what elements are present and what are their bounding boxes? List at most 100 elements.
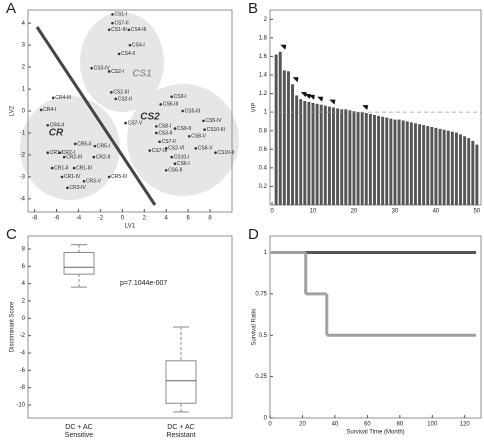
- point: [128, 43, 132, 47]
- bar: [327, 106, 331, 205]
- point-label: CR1-III: [76, 165, 92, 171]
- bar: [368, 114, 372, 205]
- point-label: CS6-I: [177, 161, 190, 167]
- y-tick-label: -10: [16, 403, 25, 409]
- point-label: CR2-I: [62, 150, 75, 156]
- bar: [393, 119, 397, 205]
- point-label: CS2-III: [113, 90, 129, 96]
- x-tick-label: -4: [76, 216, 82, 222]
- point: [170, 155, 173, 159]
- y-tick-label: 4: [22, 21, 26, 27]
- x-tick-label: 20: [299, 422, 306, 428]
- bar: [307, 101, 311, 205]
- bar: [459, 134, 462, 205]
- y-tick-label: 1: [264, 110, 268, 116]
- bar: [373, 114, 376, 205]
- point-label: CS8-V: [191, 134, 206, 140]
- point: [107, 70, 111, 73]
- x-tick-label: 50: [474, 209, 481, 215]
- y-tick-label: 1.6: [259, 54, 268, 60]
- x-tick-label: 0: [121, 216, 125, 222]
- point-label: CR1-II: [54, 165, 68, 171]
- point-label: CS2-VI: [168, 146, 184, 152]
- x-tick-label: 10: [310, 209, 317, 215]
- box: [63, 251, 95, 275]
- marker: [292, 77, 299, 83]
- point-label: CR5-I: [97, 143, 110, 149]
- cluster-ellipse: [20, 96, 120, 200]
- bar: [295, 95, 299, 205]
- point: [127, 28, 131, 32]
- x-tick-label: 60: [364, 422, 371, 428]
- point: [58, 151, 62, 155]
- point: [159, 103, 163, 106]
- point-label: CR3-IV: [69, 185, 86, 191]
- bar: [438, 128, 442, 205]
- bar: [336, 108, 340, 205]
- point: [111, 21, 114, 25]
- cluster-ellipse: [80, 12, 164, 112]
- marker: [317, 96, 324, 102]
- point-label: CR4-II: [50, 123, 64, 129]
- bar: [426, 126, 430, 205]
- x-tick-label: -2: [98, 216, 104, 222]
- bar: [430, 127, 434, 205]
- point-label: CR4-III: [55, 95, 71, 101]
- point: [202, 119, 205, 123]
- x-tick-label: 30: [392, 209, 399, 215]
- y-tick-label: -2: [20, 152, 26, 158]
- point: [51, 96, 55, 100]
- bar: [340, 109, 344, 205]
- point: [155, 125, 158, 128]
- y-tick-label: -2: [20, 333, 26, 339]
- point: [73, 142, 77, 146]
- bar: [291, 84, 295, 205]
- point: [111, 13, 114, 16]
- point-label: CS3-II: [158, 130, 172, 136]
- y-tick-label: 1.4: [259, 73, 268, 79]
- point: [164, 147, 168, 150]
- cluster-label: CS2: [140, 112, 160, 123]
- bar: [360, 112, 364, 205]
- y-tick-label: 1: [22, 87, 26, 93]
- cluster-label: CR: [49, 128, 64, 139]
- x-tick-label: 20: [351, 209, 358, 215]
- point-label: CR5-III: [111, 174, 127, 180]
- x-tick-label: 4: [165, 216, 169, 222]
- x-category-label: DC + AC Resistant: [166, 424, 196, 439]
- point-label: CS7-V: [128, 120, 143, 126]
- bar: [352, 111, 356, 205]
- y-axis-label: Survival Ratio: [252, 308, 258, 346]
- bar: [397, 119, 401, 205]
- x-tick-label: 120: [460, 422, 471, 428]
- point: [214, 151, 217, 155]
- point-label: CS4-II: [121, 51, 135, 57]
- panel-label: D: [248, 226, 259, 243]
- bar: [413, 123, 417, 205]
- y-tick-label: 0.6: [259, 147, 268, 153]
- point-label: CR1-I: [50, 150, 63, 156]
- bar: [299, 99, 303, 205]
- x-tick-label: 40: [332, 422, 339, 428]
- point: [46, 123, 50, 127]
- annotation: p=7.1044e-007: [120, 280, 167, 287]
- y-tick-label: 8: [22, 247, 26, 253]
- bar: [311, 102, 315, 205]
- y-tick-label: 3: [22, 43, 26, 49]
- point-label: CR2-III: [66, 154, 82, 160]
- bar: [463, 136, 467, 205]
- cluster-shapes: [20, 12, 239, 206]
- bar: [418, 124, 422, 205]
- point-label: CS6-III: [163, 102, 179, 108]
- point: [155, 131, 158, 135]
- point: [107, 28, 111, 32]
- point-label: CS8-I: [158, 124, 171, 130]
- point: [164, 168, 168, 172]
- point: [194, 147, 198, 150]
- point-label: CS2-I: [111, 69, 124, 75]
- point-label: CS10-II: [218, 150, 235, 156]
- point: [107, 175, 111, 179]
- bar: [278, 51, 282, 206]
- point: [158, 140, 161, 144]
- x-tick-label: 0: [268, 422, 272, 428]
